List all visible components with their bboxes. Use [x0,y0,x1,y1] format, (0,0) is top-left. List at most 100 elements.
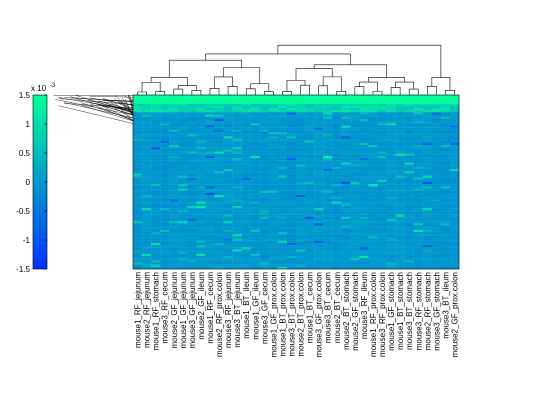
heatmap-cell [359,262,369,265]
heatmap-cell [133,216,143,220]
heatmap-cell [395,234,405,237]
heatmap-cell [277,229,288,233]
heatmap-cell [232,266,242,270]
heatmap-cell [395,190,405,194]
heatmap-cell [196,101,206,104]
heatmap-cell [268,247,279,250]
heatmap-cell [305,114,315,117]
heatmap-cell [223,95,233,98]
heatmap-cell [259,127,269,130]
heatmap-cell [142,97,152,100]
heatmap-cell [205,221,215,224]
heatmap-cell [422,236,432,239]
heatmap-cell [314,155,324,159]
heatmap-cell [205,108,215,111]
dendrogram-link [427,86,437,95]
heatmap-cell [449,251,460,254]
heatmap-cell [286,195,297,198]
heatmap-cell [160,262,170,265]
heatmap-cell [332,95,342,98]
heatmap-cell [178,201,188,204]
heatmap-cell [196,203,206,207]
heatmap-cell [151,125,161,128]
heatmap-cell [142,166,152,170]
heatmap-cell [196,188,206,191]
column-label: mouse1_BT_stomach [396,272,405,350]
heatmap-cell [223,103,233,107]
heatmap-cell [350,129,360,133]
heatmap-cell [395,147,405,150]
heatmap-cell [323,179,333,183]
heatmap-cell [196,197,206,200]
heatmap-cell [332,145,342,148]
heatmap-cell [250,201,260,204]
heatmap-cell [133,97,143,100]
heatmap-cell [332,147,342,150]
heatmap-cell [296,242,306,246]
heatmap-cell [241,232,251,235]
heatmap-cell [305,247,315,250]
heatmap-cell [404,151,414,154]
heatmap-cell [386,171,396,174]
heatmap-cell [404,166,414,170]
heatmap-cell [296,260,306,263]
heatmap-cell [250,108,260,111]
column-label: mouse2_RF_jejunum [143,272,152,348]
heatmap-cell [323,227,333,230]
heatmap-cell [341,175,351,178]
heatmap-cell [160,97,170,100]
heatmap-cell [187,240,197,244]
heatmap-cell [440,190,451,194]
heatmap-cell [296,140,306,143]
heatmap-cell [205,105,215,109]
heatmap-cell [431,110,442,113]
heatmap-cell [359,258,369,261]
heatmap-cell [187,166,197,170]
heatmap-cell [268,168,279,172]
heatmap-cell [395,240,405,244]
heatmap-cell [187,153,197,157]
heatmap-cell [205,158,215,161]
heatmap-cell [314,216,324,220]
heatmap-cell [214,245,224,248]
heatmap-cell [368,118,378,122]
heatmap-cell [160,105,170,109]
heatmap-cell [449,266,460,270]
heatmap-cell [133,138,143,141]
heatmap-cell [232,190,242,194]
heatmap-cell [268,95,279,98]
heatmap-cell [386,266,396,270]
heatmap-cell [359,145,369,148]
heatmap-cell [377,171,387,174]
heatmap-cell [332,112,342,115]
heatmap-cell [205,229,215,233]
heatmap-cell [178,240,188,244]
heatmap-cell [413,138,423,141]
heatmap-cell [277,97,288,100]
heatmap-cell [142,164,152,167]
heatmap-cell [259,212,269,215]
heatmap-cell [142,136,152,139]
heatmap-cell [440,110,451,113]
heatmap-cell [314,240,324,244]
heatmap-cell [268,190,279,194]
heatmap-cell [214,138,224,141]
heatmap-cell [223,260,233,263]
heatmap-cell [341,123,351,126]
heatmap-cell [341,190,351,194]
heatmap-cell [142,227,152,230]
heatmap-cell [142,266,152,270]
heatmap-cell [142,160,152,163]
heatmap-cell [323,151,333,154]
heatmap-cell [187,171,197,174]
heatmap-cell [142,95,152,98]
heatmap-cell [395,208,405,211]
heatmap-cell [431,162,442,165]
heatmap-cell [368,264,378,267]
heatmap-cell [404,116,414,120]
heatmap-cell [422,125,432,128]
heatmap-cell [359,216,369,220]
heatmap-cell [223,236,233,239]
heatmap-cell [250,192,260,196]
heatmap-cell [413,255,423,259]
